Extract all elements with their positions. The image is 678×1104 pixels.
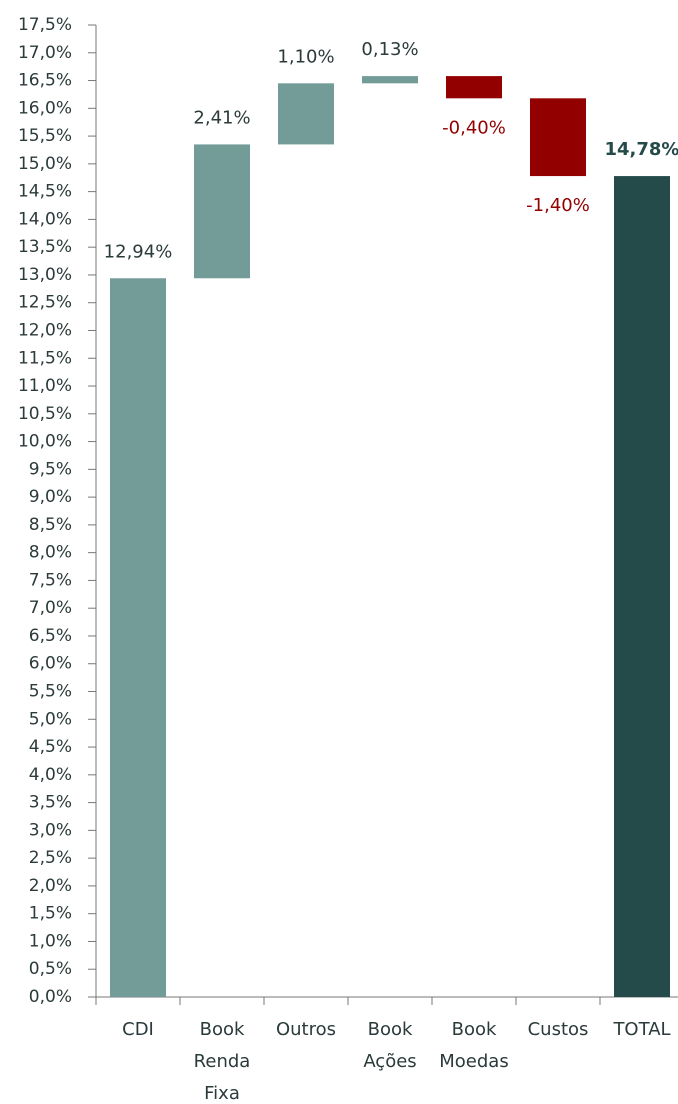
- y-tick-label: 12,0%: [18, 320, 72, 340]
- y-tick-label: 4,5%: [29, 737, 72, 757]
- y-tick-label: 12,5%: [18, 293, 72, 313]
- y-tick-label: 3,0%: [29, 820, 72, 840]
- value-label: 1,10%: [277, 46, 334, 67]
- x-tick-label: TOTAL: [612, 1019, 670, 1040]
- y-tick-label: 15,5%: [18, 126, 72, 146]
- y-tick-label: 9,0%: [29, 487, 72, 507]
- x-tick-label: Outros: [276, 1019, 336, 1040]
- value-label: 0,13%: [361, 39, 418, 60]
- bar: [530, 98, 586, 177]
- y-tick-label: 9,5%: [29, 459, 72, 479]
- bar: [614, 176, 670, 998]
- y-tick-label: 2,0%: [29, 876, 72, 896]
- value-label: 2,41%: [193, 107, 250, 128]
- y-tick-label: 10,5%: [18, 404, 72, 424]
- value-label: -0,40%: [442, 117, 506, 138]
- y-tick-label: 13,0%: [18, 265, 72, 285]
- value-label: 14,78%: [605, 139, 678, 160]
- bar: [278, 83, 334, 145]
- bar: [110, 278, 166, 998]
- y-tick-label: 11,0%: [18, 376, 72, 396]
- y-tick-label: 10,0%: [18, 432, 72, 452]
- y-tick-label: 14,5%: [18, 182, 72, 202]
- y-tick-label: 17,5%: [18, 15, 72, 35]
- y-tick-label: 8,0%: [29, 543, 72, 563]
- y-tick-label: 7,5%: [29, 570, 72, 590]
- y-tick-label: 1,5%: [29, 904, 72, 924]
- y-tick-label: 3,5%: [29, 793, 72, 813]
- y-tick-label: 2,5%: [29, 848, 72, 868]
- bar: [362, 76, 418, 84]
- x-tick-label: CDI: [122, 1019, 154, 1040]
- y-tick-label: 7,0%: [29, 598, 72, 618]
- y-tick-label: 0,5%: [29, 959, 72, 979]
- y-tick-label: 13,5%: [18, 237, 72, 257]
- bar: [446, 76, 502, 99]
- y-tick-label: 0,0%: [29, 987, 72, 1007]
- y-tick-label: 5,0%: [29, 709, 72, 729]
- y-tick-label: 6,0%: [29, 654, 72, 674]
- x-tick-label: Book Renda Fixa: [194, 1019, 251, 1104]
- y-tick-label: 16,0%: [18, 98, 72, 118]
- y-tick-label: 15,0%: [18, 154, 72, 174]
- y-tick-label: 5,5%: [29, 682, 72, 702]
- y-tick-label: 8,5%: [29, 515, 72, 535]
- y-tick-label: 6,5%: [29, 626, 72, 646]
- x-tick-label: Book Moedas: [439, 1019, 508, 1072]
- y-tick-label: 4,0%: [29, 765, 72, 785]
- x-tick-label: Custos: [528, 1019, 589, 1040]
- y-tick-label: 17,0%: [18, 43, 72, 63]
- bar: [194, 144, 250, 279]
- x-tick-label: Book Ações: [363, 1019, 416, 1072]
- y-tick-label: 11,5%: [18, 348, 72, 368]
- y-tick-label: 16,5%: [18, 71, 72, 91]
- y-tick-label: 1,0%: [29, 931, 72, 951]
- y-tick-label: 14,0%: [18, 209, 72, 229]
- value-label: -1,40%: [526, 195, 590, 216]
- value-label: 12,94%: [104, 241, 173, 262]
